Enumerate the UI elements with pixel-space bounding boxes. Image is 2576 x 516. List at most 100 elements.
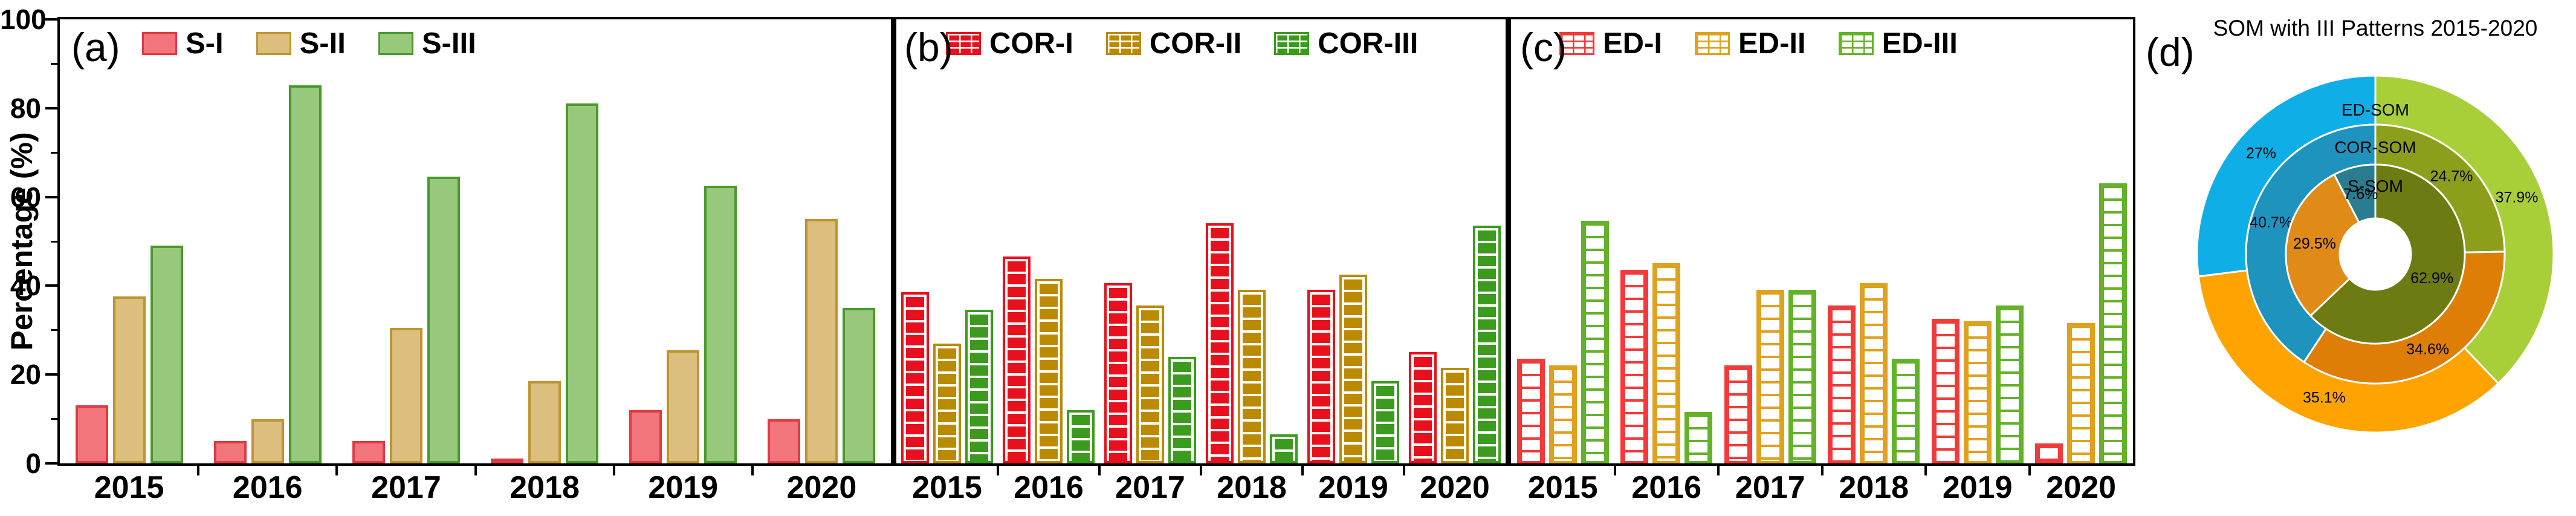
panel-c-legend: ED-I ED-II ED-III (1559, 27, 1958, 60)
legend-patch-ED-III (1838, 32, 1874, 55)
bar-COR-II-2015 (933, 343, 961, 463)
x-minor-tick (1820, 466, 1824, 475)
bar-S-I-2015 (75, 405, 108, 463)
donut-percent-label: 27% (2246, 145, 2276, 162)
panel-divider-ab (891, 17, 896, 466)
legend-item-S-III: S-III (378, 27, 476, 60)
bar-S-II-2015 (112, 296, 146, 463)
legend-patch-ED-II (1695, 32, 1730, 55)
y-minor-tick (51, 151, 57, 154)
y-tick-label: 0 (25, 448, 41, 479)
y-minor-tick (51, 240, 57, 243)
donut-percent-label: 7.6% (2343, 186, 2378, 203)
panel-letter-b: (b) (904, 25, 953, 70)
bar-group-b-2015 (896, 19, 998, 463)
y-minor-tick (51, 418, 57, 420)
y-major-tick (45, 195, 57, 198)
y-major-tick (45, 284, 57, 287)
donut-percent-label: 29.5% (2293, 235, 2336, 252)
legend-patch-COR-II (1105, 32, 1141, 55)
x-tick-label-a-2015: 2015 (94, 470, 164, 505)
legend-patch-COR-III (1274, 32, 1310, 55)
panel-a-legend: S-I S-II S-III (142, 27, 476, 60)
bar-ED-II-2015 (1549, 365, 1577, 463)
bar-S-II-2020 (805, 218, 838, 463)
bar-ED-I-2018 (1828, 305, 1856, 463)
bar-ED-I-2016 (1620, 270, 1649, 463)
donut-center-hole (2340, 218, 2411, 290)
x-tick-label-c-2018: 2018 (1839, 470, 1909, 505)
legend-label: ED-II (1738, 27, 1806, 60)
bar-group-a-2020 (752, 19, 891, 463)
bar-COR-II-2020 (1441, 367, 1469, 463)
y-major-tick (45, 18, 57, 21)
bar-COR-I-2016 (1003, 256, 1031, 463)
bar-S-II-2016 (251, 419, 284, 463)
panel-divider-bc (1506, 17, 1511, 466)
bar-COR-II-2017 (1136, 305, 1164, 463)
panel-letter-d: (d) (2146, 30, 2195, 74)
legend-patch-COR-I (946, 32, 981, 55)
bar-S-III-2018 (566, 103, 599, 463)
bar-COR-I-2020 (1409, 352, 1437, 463)
donut-percent-label: 37.9% (2496, 189, 2539, 206)
bar-ED-III-2015 (1581, 221, 1609, 463)
bar-group-b-2020 (1404, 19, 1506, 463)
bar-group-c-2015 (1511, 19, 1615, 463)
x-minor-tick (612, 466, 615, 475)
panel-a-bars (60, 19, 891, 463)
x-tick-label-c-2020: 2020 (2046, 470, 2117, 505)
bar-COR-II-2019 (1339, 274, 1367, 463)
x-minor-tick (751, 466, 754, 475)
donut-ring-label-COR-SOM: COR-SOM (2334, 138, 2416, 157)
bar-COR-III-2017 (1168, 356, 1196, 463)
bar-ED-I-2019 (1931, 319, 1960, 463)
legend-patch-S-II (256, 32, 291, 55)
bar-ED-III-2016 (1684, 412, 1713, 463)
donut-ring-label-ED-SOM: ED-SOM (2341, 100, 2409, 119)
bar-group-a-2017 (337, 19, 475, 463)
bar-COR-I-2017 (1104, 283, 1132, 463)
y-minor-tick (51, 62, 57, 65)
panel-b-bars (896, 19, 1506, 463)
bar-group-a-2018 (476, 19, 614, 463)
plot-frame (57, 17, 2135, 466)
bar-ED-I-2020 (2035, 443, 2063, 463)
x-minor-tick (197, 466, 200, 475)
bar-group-b-2017 (1099, 19, 1201, 463)
bar-ED-III-2019 (1995, 305, 2024, 463)
bar-COR-III-2018 (1270, 434, 1298, 463)
y-axis-label: Percentage (%) (5, 132, 39, 351)
bar-group-c-2017 (1718, 19, 1822, 463)
x-minor-tick (997, 466, 999, 475)
bar-COR-II-2018 (1238, 290, 1266, 463)
bar-ED-II-2019 (1963, 321, 1992, 463)
bar-S-I-2020 (768, 419, 801, 463)
x-tick-label-b-2019: 2019 (1318, 470, 1388, 505)
x-tick-label-a-2019: 2019 (648, 470, 719, 505)
bar-ED-II-2016 (1652, 263, 1681, 463)
x-tick-label-b-2016: 2016 (1014, 470, 1084, 505)
bar-COR-I-2018 (1206, 223, 1234, 463)
bar-COR-I-2015 (901, 292, 929, 463)
legend-item-COR-II: COR-II (1105, 27, 1241, 60)
legend-label: ED-I (1603, 27, 1662, 60)
bar-COR-III-2016 (1067, 410, 1095, 463)
donut-chart: 37.9% 35.1% 27% ED-SOM 24.7% 34.6% 40.7% COR-SO… (2196, 74, 2555, 434)
bar-group-b-2019 (1303, 19, 1404, 463)
legend-label: COR-III (1318, 27, 1419, 60)
x-tick-label-a-2020: 2020 (786, 470, 857, 505)
panel-c-bars (1511, 19, 2133, 463)
bar-S-III-2017 (427, 176, 460, 463)
x-minor-tick (335, 466, 338, 475)
bar-group-a-2016 (198, 19, 337, 463)
y-minor-tick (51, 329, 57, 331)
x-tick-label-a-2016: 2016 (232, 470, 303, 505)
bar-S-I-2018 (491, 459, 524, 463)
donut-percent-label: 24.7% (2430, 168, 2473, 185)
bar-group-a-2019 (614, 19, 752, 463)
bar-S-III-2019 (704, 185, 737, 463)
bar-COR-III-2020 (1473, 225, 1501, 463)
legend-item-ED-III: ED-III (1838, 27, 1958, 60)
x-minor-tick (1613, 466, 1616, 475)
